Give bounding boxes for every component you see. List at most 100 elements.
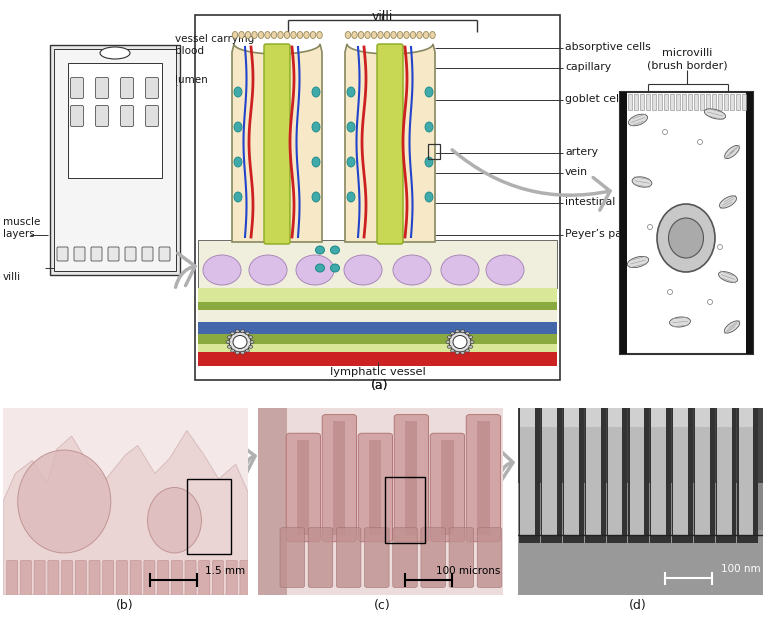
Bar: [518, 530, 763, 595]
Ellipse shape: [245, 32, 250, 39]
Ellipse shape: [234, 87, 242, 97]
Ellipse shape: [312, 157, 320, 167]
FancyBboxPatch shape: [48, 561, 59, 596]
Ellipse shape: [425, 122, 433, 132]
FancyBboxPatch shape: [74, 247, 85, 261]
Bar: [607, 403, 627, 543]
Ellipse shape: [316, 264, 325, 272]
Ellipse shape: [235, 330, 240, 333]
Polygon shape: [3, 430, 248, 595]
Bar: [198, 322, 557, 328]
FancyBboxPatch shape: [449, 528, 474, 588]
Ellipse shape: [425, 192, 433, 202]
Ellipse shape: [239, 32, 244, 39]
Text: (d): (d): [629, 599, 647, 611]
Ellipse shape: [358, 32, 364, 39]
Ellipse shape: [391, 32, 396, 39]
Ellipse shape: [724, 321, 740, 333]
Text: muscle
layers: muscle layers: [3, 217, 41, 239]
Bar: [607, 408, 622, 427]
Ellipse shape: [234, 192, 242, 202]
Bar: [542, 404, 557, 535]
FancyBboxPatch shape: [213, 561, 223, 596]
Ellipse shape: [227, 345, 231, 349]
Ellipse shape: [425, 87, 433, 97]
Ellipse shape: [632, 177, 652, 187]
FancyBboxPatch shape: [108, 247, 119, 261]
FancyBboxPatch shape: [264, 44, 290, 244]
Text: artery: artery: [565, 147, 598, 157]
FancyBboxPatch shape: [125, 247, 136, 261]
Text: vessel carrying
blood: vessel carrying blood: [175, 34, 254, 56]
Bar: [674, 408, 688, 427]
Text: lumen: lumen: [175, 75, 208, 85]
Ellipse shape: [461, 351, 465, 354]
Ellipse shape: [347, 122, 355, 132]
FancyBboxPatch shape: [365, 528, 389, 588]
Bar: [333, 421, 346, 535]
Bar: [50, 45, 180, 275]
Ellipse shape: [271, 32, 276, 39]
FancyBboxPatch shape: [71, 105, 84, 127]
FancyBboxPatch shape: [145, 105, 158, 127]
Ellipse shape: [147, 487, 201, 553]
Ellipse shape: [265, 32, 270, 39]
Bar: [672, 403, 693, 543]
Ellipse shape: [312, 122, 320, 132]
Ellipse shape: [346, 32, 351, 39]
Ellipse shape: [430, 32, 435, 39]
FancyBboxPatch shape: [21, 561, 31, 596]
Ellipse shape: [468, 336, 473, 339]
Bar: [198, 334, 557, 344]
Ellipse shape: [246, 349, 250, 352]
Text: intestinal crypt: intestinal crypt: [565, 197, 647, 207]
Ellipse shape: [233, 336, 247, 349]
Ellipse shape: [310, 32, 316, 39]
Bar: [564, 408, 579, 427]
Ellipse shape: [423, 32, 429, 39]
Bar: [716, 403, 737, 543]
Text: goblet cell: goblet cell: [565, 94, 622, 104]
Ellipse shape: [304, 32, 310, 39]
Bar: [651, 408, 666, 427]
Text: (b): (b): [116, 599, 134, 611]
Ellipse shape: [465, 349, 469, 352]
Ellipse shape: [397, 32, 402, 39]
Bar: [688, 94, 692, 110]
FancyBboxPatch shape: [145, 78, 158, 98]
Bar: [695, 408, 710, 427]
Bar: [628, 403, 649, 543]
Bar: [369, 440, 382, 535]
Bar: [198, 288, 557, 302]
Text: (c): (c): [373, 599, 390, 611]
Ellipse shape: [316, 246, 325, 254]
Ellipse shape: [404, 32, 409, 39]
Bar: [634, 94, 638, 110]
Bar: [586, 404, 601, 535]
Text: capillary: capillary: [565, 62, 611, 72]
Bar: [739, 408, 753, 427]
FancyArrowPatch shape: [452, 150, 610, 210]
Bar: [694, 94, 698, 110]
Bar: [739, 404, 753, 535]
Ellipse shape: [235, 351, 240, 354]
FancyBboxPatch shape: [121, 105, 134, 127]
Bar: [386, 477, 425, 543]
FancyBboxPatch shape: [185, 561, 196, 596]
Bar: [198, 328, 557, 334]
FancyBboxPatch shape: [117, 561, 127, 596]
Ellipse shape: [284, 32, 290, 39]
Bar: [700, 94, 704, 110]
Bar: [521, 404, 535, 535]
Bar: [442, 440, 454, 535]
Ellipse shape: [297, 32, 303, 39]
Ellipse shape: [447, 345, 451, 349]
Ellipse shape: [371, 32, 377, 39]
Ellipse shape: [627, 257, 649, 267]
Bar: [658, 94, 662, 110]
Text: villi: villi: [3, 272, 22, 282]
FancyBboxPatch shape: [144, 561, 155, 596]
Bar: [521, 408, 535, 427]
Bar: [695, 404, 710, 535]
FancyBboxPatch shape: [199, 561, 210, 596]
